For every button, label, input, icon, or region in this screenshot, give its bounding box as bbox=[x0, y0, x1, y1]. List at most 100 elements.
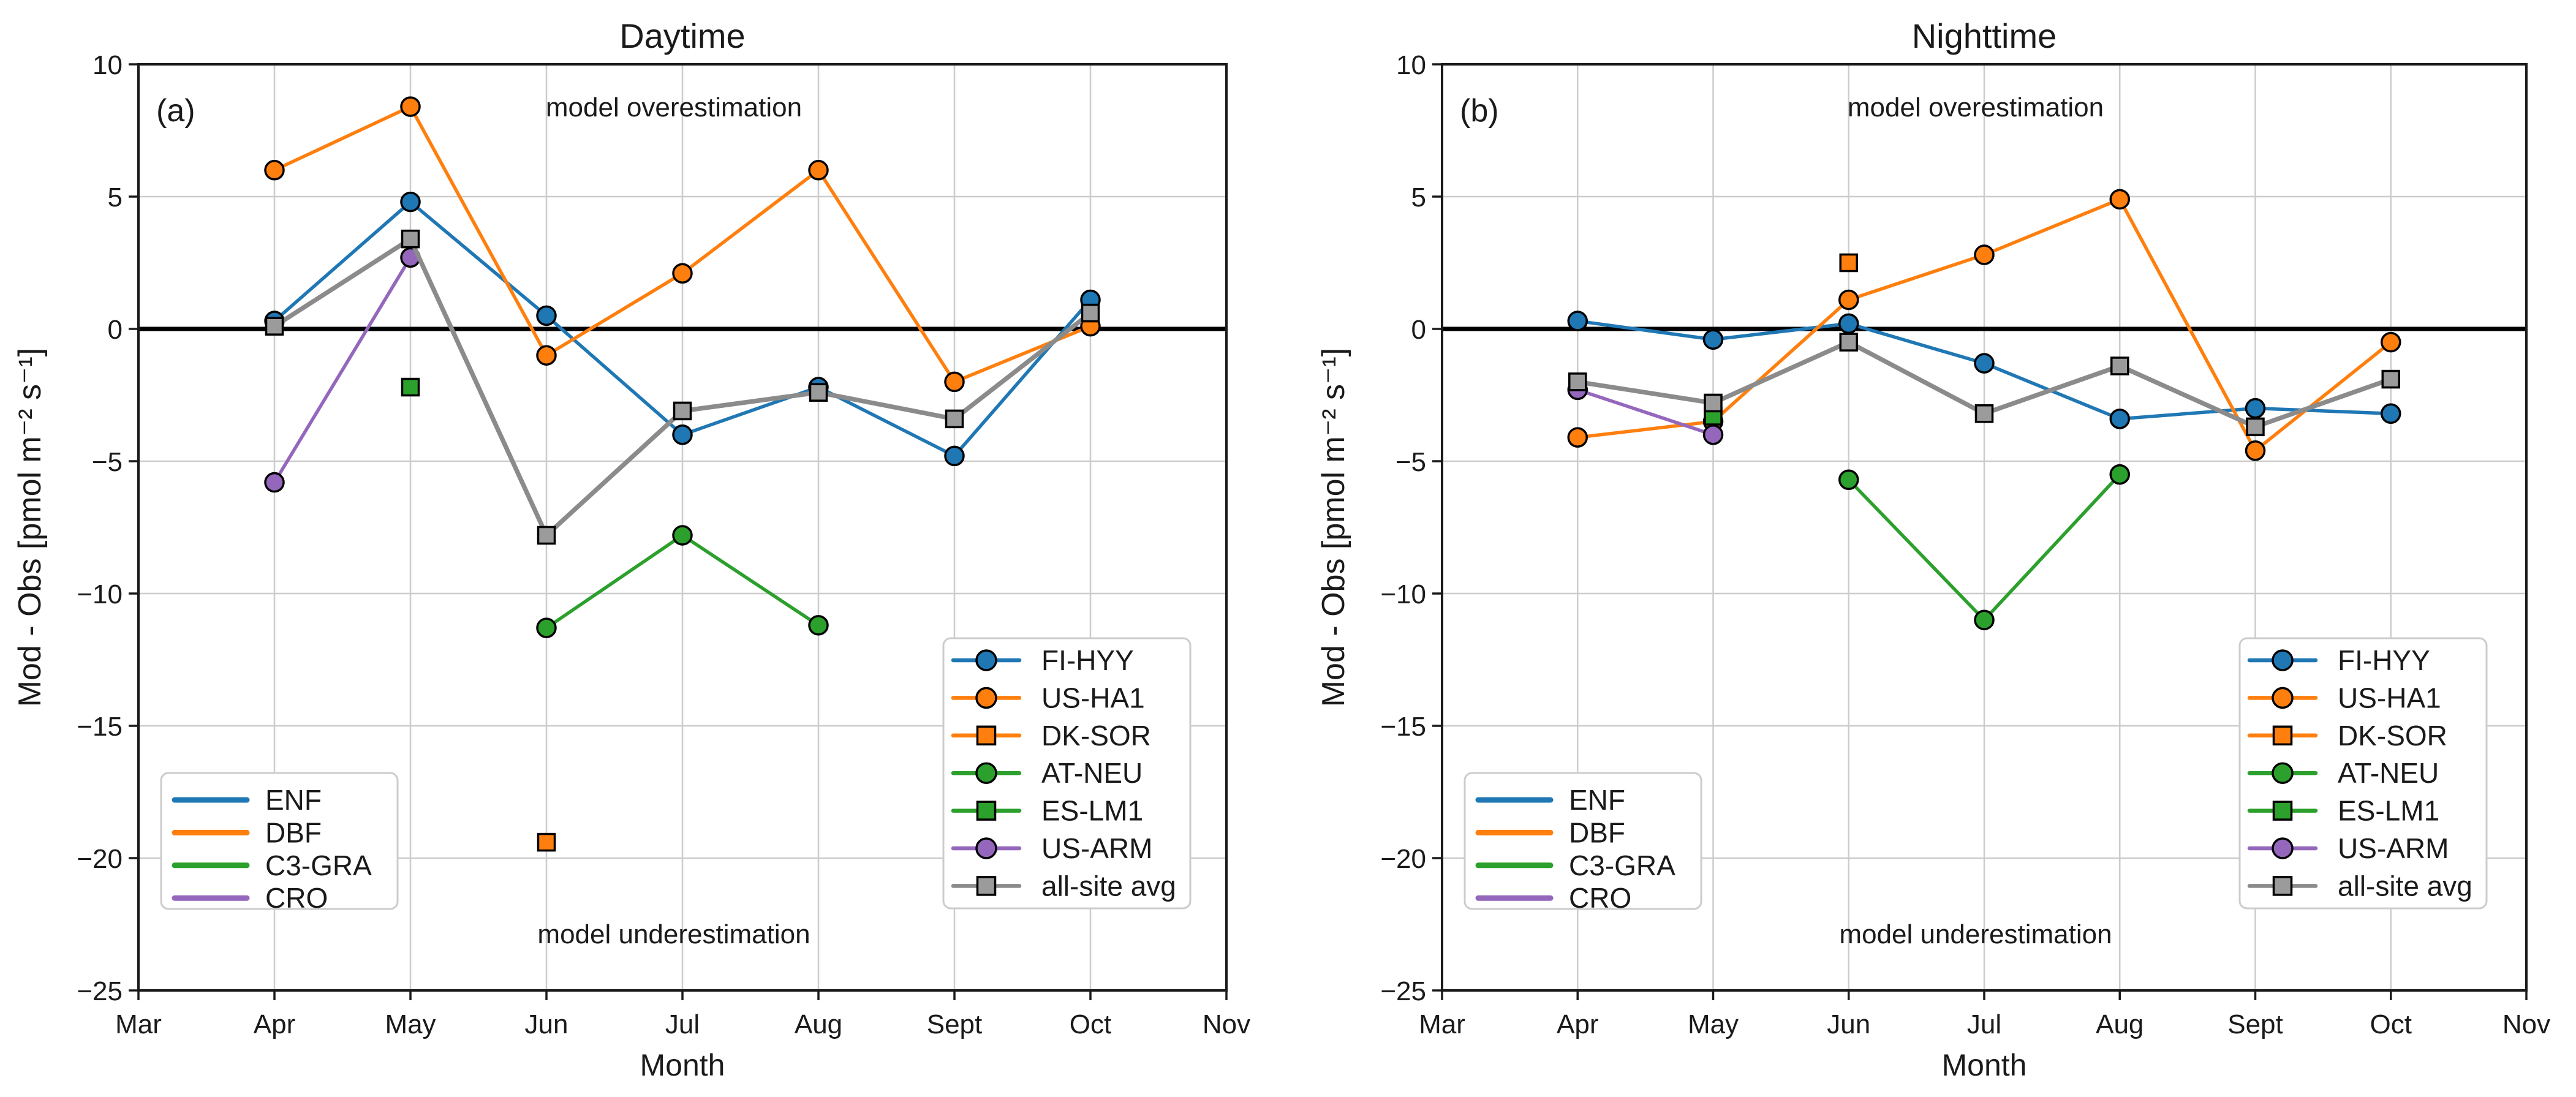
x-tick-label-Jul: Jul bbox=[665, 1009, 700, 1039]
marker-FI-HYY-Jun bbox=[1838, 313, 1859, 334]
type-legend-label-CRO: CRO bbox=[265, 882, 328, 914]
x-tick-label-Jul: Jul bbox=[1967, 1009, 2001, 1039]
site-legend-marker-US-ARM bbox=[975, 837, 997, 859]
marker-DK-SOR-Jun bbox=[1839, 253, 1858, 273]
marker-US-HA1-Jun bbox=[1838, 289, 1859, 311]
x-tick-label-Oct: Oct bbox=[2370, 1009, 2412, 1039]
marker-all-site avg-Sept bbox=[945, 409, 964, 429]
x-tick-label-Mar: Mar bbox=[1419, 1009, 1465, 1039]
marker-all-site avg-Jul bbox=[673, 401, 692, 421]
series-line-US-ARM bbox=[273, 255, 412, 484]
series-line-US-ARM bbox=[1576, 388, 1715, 437]
type-legend-box bbox=[1464, 772, 1702, 910]
marker-AT-NEU-Jun bbox=[1838, 469, 1859, 490]
x-tick-label-Aug: Aug bbox=[2096, 1009, 2144, 1039]
site-legend-label-FI-HYY: FI-HYY bbox=[1041, 644, 1134, 676]
site-legend-marker-AT-NEU bbox=[2272, 762, 2294, 784]
site-legend-label-all-site avg: all-site avg bbox=[2338, 870, 2472, 902]
marker-FI-HYY-Jul bbox=[672, 424, 693, 445]
y-tick-label: 10 bbox=[93, 50, 123, 80]
site-legend-marker-DK-SOR bbox=[976, 725, 997, 746]
marker-FI-HYY-Sept bbox=[2245, 398, 2266, 419]
marker-AT-NEU-Jun bbox=[536, 617, 557, 638]
marker-US-HA1-Jun bbox=[536, 345, 557, 366]
marker-US-HA1-Jul bbox=[1974, 244, 1995, 265]
y-tick-label: −10 bbox=[77, 579, 123, 609]
site-legend-label-US-HA1: US-HA1 bbox=[1041, 682, 1145, 714]
type-legend-label-CRO: CRO bbox=[1569, 882, 1631, 914]
site-legend-marker-FI-HYY bbox=[2272, 649, 2294, 671]
panel-a-title: Daytime bbox=[619, 17, 745, 55]
y-tick-label: −5 bbox=[1396, 447, 1426, 477]
site-legend-marker-all-site avg bbox=[976, 876, 997, 896]
x-tick-label-Aug: Aug bbox=[795, 1009, 842, 1039]
marker-all-site avg-Jun bbox=[537, 526, 556, 545]
x-tick-label-Nov: Nov bbox=[2502, 1009, 2550, 1039]
site-legend-marker-all-site avg bbox=[2272, 876, 2293, 896]
type-legend-label-ENF: ENF bbox=[1569, 784, 1625, 816]
y-tick-label: −20 bbox=[77, 844, 123, 874]
site-legend-label-US-HA1: US-HA1 bbox=[2338, 682, 2441, 714]
marker-US-HA1-Jul bbox=[672, 263, 693, 284]
y-tick-label: 0 bbox=[108, 315, 123, 345]
panel-b-xlabel: Month bbox=[1942, 1048, 2027, 1082]
site-legend-label-AT-NEU: AT-NEU bbox=[1041, 757, 1143, 789]
marker-ES-LM1-May bbox=[401, 377, 420, 397]
site-legend-marker-ES-LM1 bbox=[976, 801, 997, 821]
panel-a-annotation-overestimation: model overestimation bbox=[546, 92, 802, 123]
marker-FI-HYY-Aug bbox=[2109, 409, 2130, 429]
type-legend-label-C3-GRA: C3-GRA bbox=[1569, 850, 1675, 881]
site-legend-label-US-ARM: US-ARM bbox=[2338, 832, 2449, 864]
marker-US-HA1-Aug bbox=[2109, 189, 2130, 210]
panel-b-letter: (b) bbox=[1460, 93, 1499, 129]
panel-a-annotation-underestimation: model underestimation bbox=[537, 919, 810, 949]
marker-US-ARM-Apr bbox=[264, 472, 285, 493]
x-tick-label-Nov: Nov bbox=[1203, 1009, 1250, 1039]
panel-b-ylabel: Mod - Obs [pmol m⁻² s⁻¹] bbox=[1316, 348, 1351, 707]
site-legend-marker-FI-HYY bbox=[975, 649, 997, 671]
panel-a-xlabel: Month bbox=[640, 1048, 725, 1082]
marker-all-site avg-Jul bbox=[1974, 404, 1994, 423]
site-legend-label-ES-LM1: ES-LM1 bbox=[2338, 795, 2439, 827]
marker-AT-NEU-Aug bbox=[2109, 464, 2130, 485]
panel-b-annotation-underestimation: model underestimation bbox=[1839, 919, 2112, 949]
marker-FI-HYY-Apr bbox=[1567, 311, 1588, 331]
x-tick-label-May: May bbox=[385, 1009, 436, 1039]
marker-all-site avg-Aug bbox=[809, 383, 828, 402]
type-legend-label-DBF: DBF bbox=[1569, 816, 1625, 848]
marker-FI-HYY-Sept bbox=[944, 445, 965, 467]
marker-FI-HYY-Oct bbox=[2381, 403, 2401, 424]
marker-US-HA1-Aug bbox=[808, 160, 829, 181]
site-legend-label-ES-LM1: ES-LM1 bbox=[1041, 795, 1143, 827]
type-legend-label-ENF: ENF bbox=[265, 784, 322, 816]
panel-a-ylabel: Mod - Obs [pmol m⁻² s⁻¹] bbox=[12, 348, 48, 707]
panel-a-letter: (a) bbox=[156, 93, 195, 129]
site-legend-label-all-site avg: all-site avg bbox=[1041, 870, 1176, 902]
marker-FI-HYY-May bbox=[400, 191, 421, 213]
site-legend-marker-US-HA1 bbox=[975, 687, 997, 709]
x-tick-label-Mar: Mar bbox=[115, 1009, 162, 1039]
y-tick-label: −20 bbox=[1380, 844, 1426, 874]
x-tick-label-Jun: Jun bbox=[525, 1009, 568, 1039]
y-tick-label: −25 bbox=[1380, 976, 1426, 1006]
marker-all-site avg-Aug bbox=[2110, 356, 2129, 375]
marker-US-HA1-Sept bbox=[2245, 440, 2266, 461]
x-tick-label-Apr: Apr bbox=[254, 1009, 295, 1039]
x-tick-label-Apr: Apr bbox=[1557, 1009, 1598, 1039]
x-tick-label-Sept: Sept bbox=[2227, 1009, 2283, 1039]
panel-b-static: Nighttime (b) model overestimation model… bbox=[1316, 17, 2112, 1082]
marker-US-ARM-May bbox=[1702, 424, 1724, 445]
type-legend-label-C3-GRA: C3-GRA bbox=[265, 850, 372, 881]
marker-US-HA1-Apr bbox=[1567, 427, 1588, 448]
marker-all-site avg-May bbox=[401, 229, 420, 249]
marker-all-site avg-Apr bbox=[1568, 372, 1587, 391]
y-tick-label: 0 bbox=[1411, 315, 1426, 345]
site-legend-label-DK-SOR: DK-SOR bbox=[1041, 720, 1151, 752]
marker-FI-HYY-May bbox=[1702, 329, 1724, 350]
x-tick-label-Sept: Sept bbox=[927, 1009, 983, 1039]
site-legend-marker-AT-NEU bbox=[975, 762, 997, 784]
y-tick-label: −15 bbox=[1380, 712, 1426, 742]
